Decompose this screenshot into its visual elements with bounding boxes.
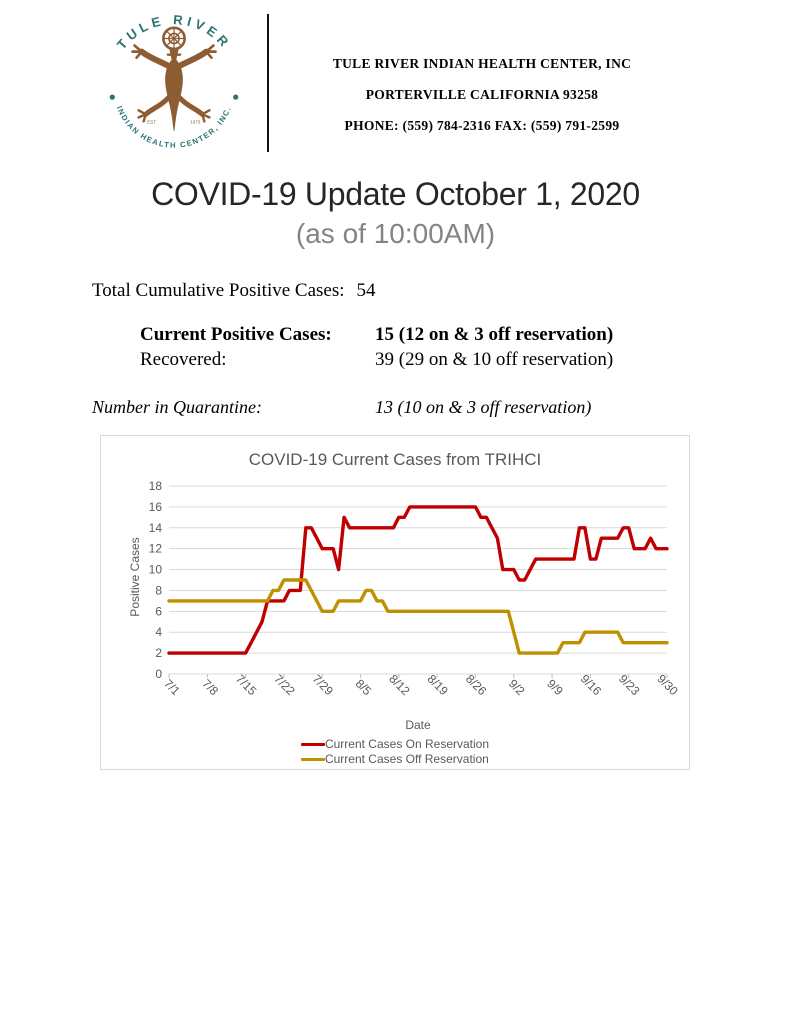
page-title: COVID-19 Update October 1, 2020	[151, 176, 640, 212]
x-tick-label: 8/26	[463, 672, 490, 699]
y-tick-label: 2	[155, 646, 162, 660]
y-tick-label: 0	[155, 667, 162, 681]
recovered-label: Recovered:	[140, 349, 227, 370]
header-divider	[267, 14, 269, 152]
total-cases-row: Total Cumulative Positive Cases: 54	[92, 280, 376, 302]
y-tick-label: 12	[149, 542, 163, 556]
x-tick-label: 7/29	[310, 672, 337, 699]
legend-item: Current Cases On Reservation	[300, 737, 490, 752]
recovered-row: Recovered: 39 (29 on & 10 off reservatio…	[140, 349, 613, 371]
y-tick-label: 18	[149, 479, 163, 493]
legend-swatch	[300, 742, 325, 747]
org-phone-fax: PHONE: (559) 784-2316 FAX: (559) 791-259…	[344, 118, 620, 133]
total-cases-value: 54	[356, 280, 376, 301]
y-tick-label: 10	[149, 563, 163, 577]
logo-dot-right	[233, 94, 239, 100]
y-tick-label: 6	[155, 604, 162, 618]
chart-x-axis-title: Date	[405, 718, 431, 732]
total-cases-label: Total Cumulative Positive Cases:	[92, 280, 345, 301]
quarantine-value: 13 (10 on & 3 off reservation)	[375, 397, 592, 417]
logo-dot-left	[109, 94, 115, 100]
legend-label: Current Cases Off Reservation	[324, 752, 489, 766]
x-tick-label: 9/23	[616, 672, 643, 699]
org-address: PORTERVILLE CALIFORNIA 93258	[365, 87, 599, 102]
x-tick-label: 7/22	[271, 672, 298, 699]
chart-plot-area: Positive Cases 0 2 4 6 8 10 12 14 16 18 7/1 7/8 7/15…	[101, 474, 689, 724]
org-info-block: TULE RIVER INDIAN HEALTH CENTER, INC POR…	[282, 48, 682, 141]
tule-river-logo: TULE RIVER INDIAN HEALTH CENTER, INC.	[109, 12, 239, 150]
x-tick-label: 7/15	[233, 672, 260, 699]
page-subtitle: (as of 10:00AM)	[295, 218, 496, 249]
legend-item: Current Cases Off Reservation	[300, 752, 489, 767]
y-tick-label: 16	[149, 500, 163, 514]
series-line	[167, 578, 669, 655]
recovered-value: 39 (29 on & 10 off reservation)	[375, 349, 614, 370]
chart-legend: Current Cases On Reservation Current Case…	[101, 737, 689, 767]
x-tick-label: 7/8	[199, 676, 221, 698]
y-tick-label: 14	[149, 521, 163, 535]
current-cases-row: Current Positive Cases: 15 (12 on & 3 of…	[140, 324, 613, 346]
current-cases-label: Current Positive Cases:	[140, 324, 332, 345]
x-tick-label: 9/30	[654, 672, 679, 699]
x-tick-label: 9/9	[544, 676, 566, 698]
org-name: TULE RIVER INDIAN HEALTH CENTER, INC	[332, 56, 632, 71]
chart-title: COVID-19 Current Cases from TRIHCI	[248, 450, 542, 469]
chart-y-axis-title: Positive Cases	[128, 537, 142, 617]
quarantine-label: Number in Quarantine:	[92, 397, 262, 417]
cases-line-chart: 0 2 4 6 8 10 12 14 16 18 7/1 7/8 7/15 7/22 7/29 8/5 8/12…	[149, 479, 681, 699]
x-tick-label: 8/5	[353, 676, 375, 698]
current-cases-value: 15 (12 on & 3 off reservation)	[375, 324, 614, 345]
x-tick-label: 8/19	[425, 672, 452, 699]
series-line	[167, 505, 669, 655]
x-tick-label: 9/16	[578, 672, 605, 699]
x-tick-label: 8/12	[386, 672, 413, 699]
logo-est-label: EST.	[147, 119, 157, 124]
chart-panel: COVID-19 Current Cases from TRIHCI Posit…	[100, 435, 690, 770]
y-tick-label: 4	[155, 625, 162, 639]
x-tick-label: 7/1	[161, 676, 183, 698]
legend-swatch	[300, 757, 325, 762]
legend-label: Current Cases On Reservation	[324, 737, 490, 751]
quarantine-row: Number in Quarantine: 13 (10 on & 3 off …	[92, 397, 591, 418]
logo-year-label: 1973	[190, 119, 201, 124]
x-tick-label: 9/2	[506, 676, 528, 698]
pictograph-figure-icon	[131, 26, 217, 131]
y-tick-label: 8	[155, 583, 162, 597]
